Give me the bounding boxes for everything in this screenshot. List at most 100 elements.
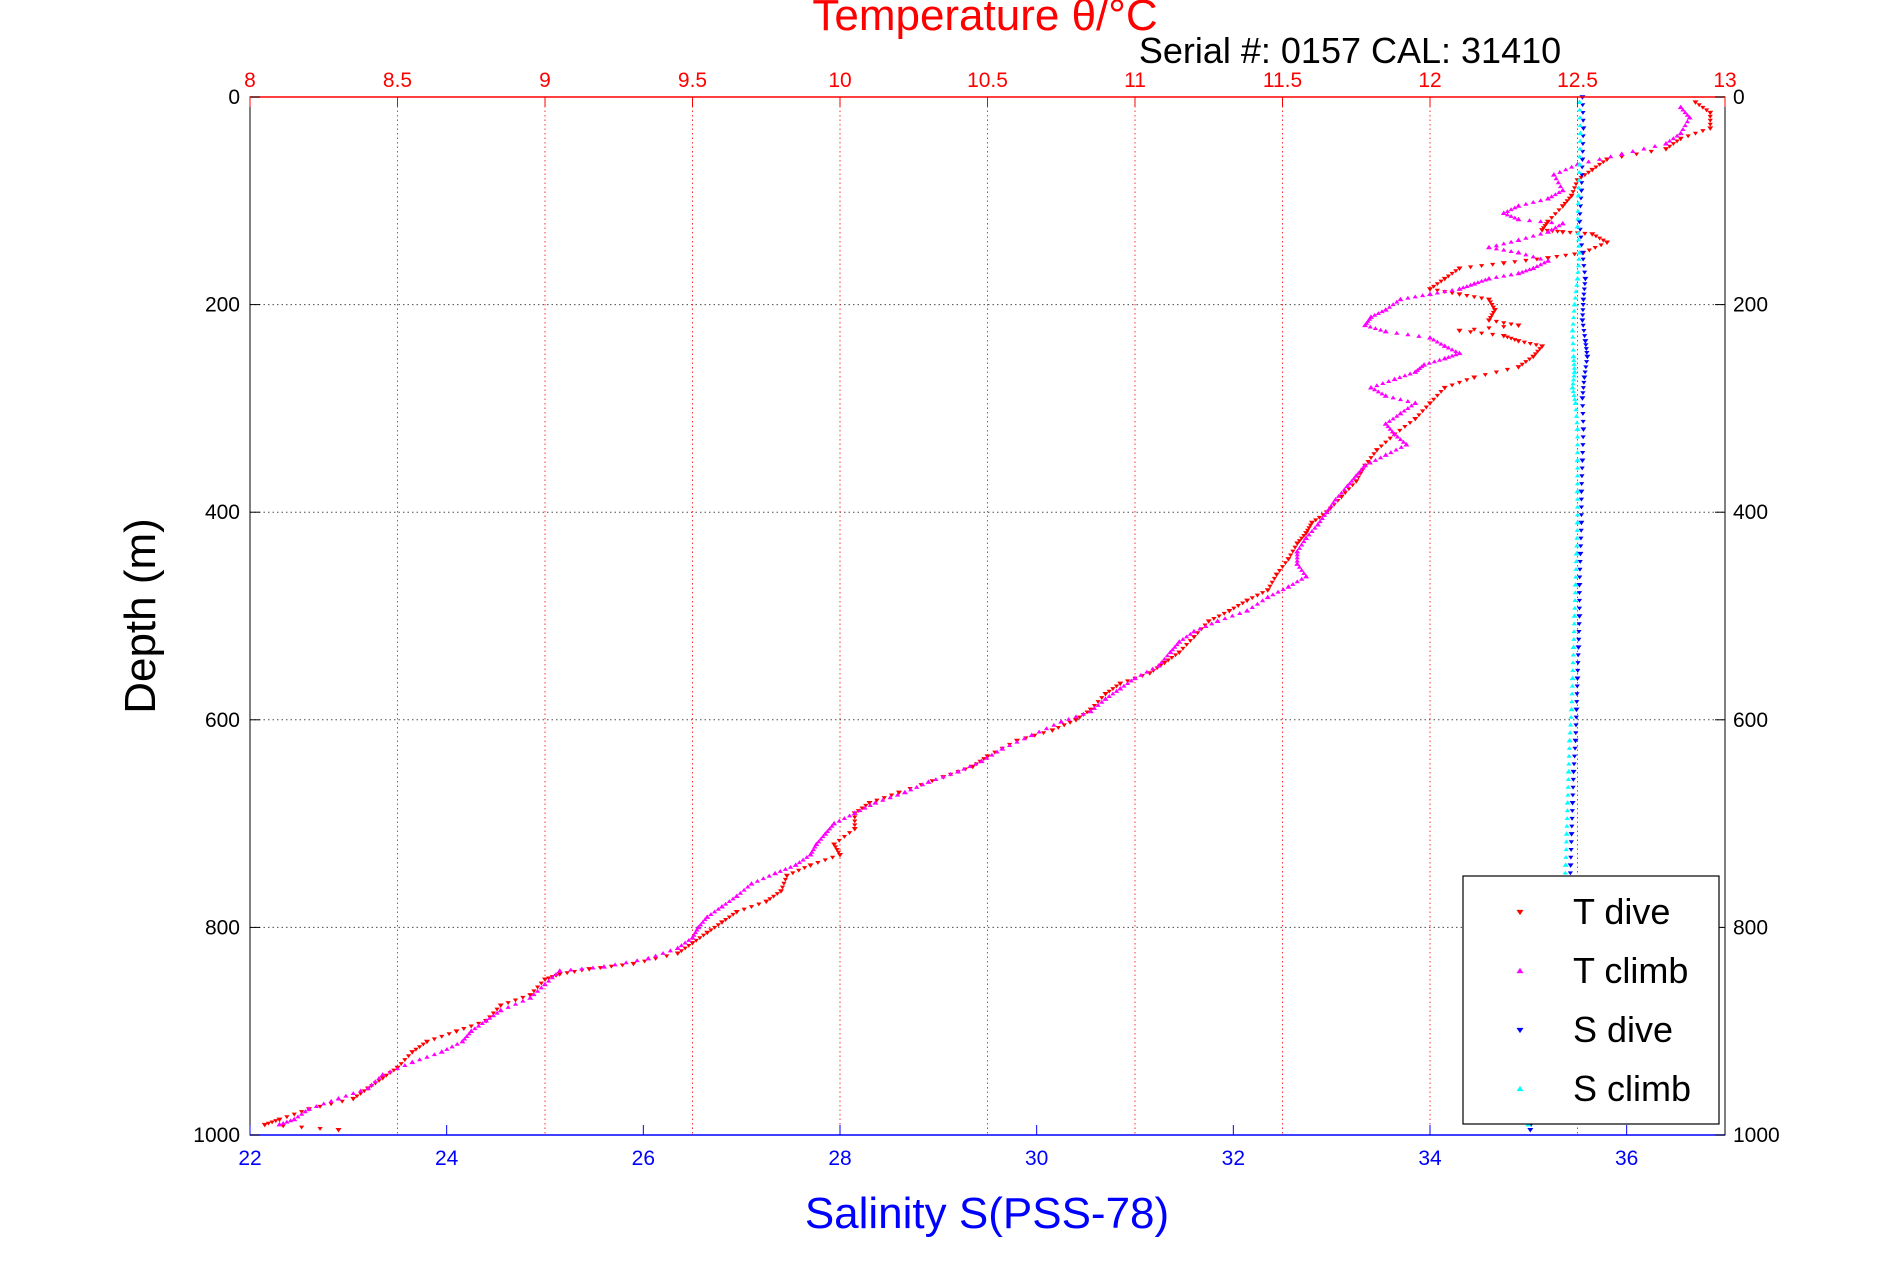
data-point xyxy=(1570,660,1576,665)
data-point xyxy=(1377,455,1384,460)
data-point xyxy=(1577,204,1584,209)
data-point xyxy=(358,1091,364,1096)
data-point xyxy=(682,940,688,945)
data-point xyxy=(409,1050,416,1055)
data-point xyxy=(1571,308,1577,313)
data-point xyxy=(1542,224,1548,229)
data-point xyxy=(1427,401,1433,406)
data-point xyxy=(1545,258,1551,263)
data-point xyxy=(343,1093,349,1098)
data-point xyxy=(468,1024,474,1029)
data-point xyxy=(417,1057,423,1062)
data-point xyxy=(1353,479,1360,484)
data-point xyxy=(1431,284,1437,289)
data-point xyxy=(328,1102,334,1107)
data-point xyxy=(1574,543,1580,548)
data-point xyxy=(438,1049,445,1054)
data-point xyxy=(1061,723,1067,728)
data-point xyxy=(1394,299,1400,304)
data-point xyxy=(1523,360,1529,365)
data-point xyxy=(1117,681,1124,687)
data-point xyxy=(1577,123,1583,128)
data-point xyxy=(1580,419,1586,424)
salinity-tick-label: 24 xyxy=(435,1147,459,1170)
data-point xyxy=(1441,276,1448,282)
data-point xyxy=(1663,147,1669,152)
data-point xyxy=(1680,107,1686,112)
data-point xyxy=(1567,871,1573,876)
data-point xyxy=(1471,295,1477,300)
data-point xyxy=(1416,333,1422,338)
data-point xyxy=(1371,452,1377,457)
data-point xyxy=(1500,333,1507,339)
data-point xyxy=(1095,702,1101,707)
data-point xyxy=(1575,269,1581,274)
data-point xyxy=(1576,606,1583,611)
data-point xyxy=(1515,270,1522,276)
data-point xyxy=(1569,691,1575,696)
data-point xyxy=(774,892,780,897)
data-point xyxy=(1584,351,1590,355)
data-point xyxy=(1569,699,1575,704)
data-point xyxy=(901,789,908,795)
data-point xyxy=(1582,270,1588,275)
depth-tick-label-right: 1000 xyxy=(1733,1124,1780,1147)
data-point xyxy=(1398,444,1404,449)
data-point xyxy=(787,864,794,869)
data-point xyxy=(1512,205,1518,210)
data-point xyxy=(1240,601,1246,606)
data-point xyxy=(1700,105,1706,110)
data-point xyxy=(1073,714,1079,719)
data-point xyxy=(1515,216,1522,222)
data-point xyxy=(1579,165,1585,170)
data-point xyxy=(1579,250,1586,256)
data-point xyxy=(1464,284,1470,288)
data-point xyxy=(402,1058,408,1063)
data-point xyxy=(1467,330,1474,335)
data-point xyxy=(1471,281,1478,286)
data-point xyxy=(1569,164,1575,169)
data-point xyxy=(634,958,640,963)
data-point xyxy=(1597,162,1603,167)
data-point xyxy=(1630,149,1636,154)
data-point xyxy=(678,943,685,948)
data-point xyxy=(1570,321,1576,326)
legend-marker xyxy=(1516,967,1524,974)
data-point xyxy=(1580,126,1587,131)
data-point xyxy=(1328,503,1334,508)
data-point xyxy=(1508,322,1514,327)
data-point xyxy=(1583,360,1590,365)
data-point xyxy=(590,965,596,970)
data-point xyxy=(1445,274,1452,279)
data-point xyxy=(1674,133,1680,138)
data-point xyxy=(933,777,939,782)
data-point xyxy=(1427,335,1433,340)
data-point xyxy=(940,774,946,779)
depth-tick-label-left: 600 xyxy=(205,709,240,732)
data-point xyxy=(1288,553,1294,558)
data-point xyxy=(619,963,626,968)
data-point xyxy=(1467,282,1474,287)
data-point xyxy=(1569,384,1576,390)
data-point xyxy=(1254,601,1261,606)
data-point xyxy=(1388,450,1394,455)
data-point xyxy=(1394,413,1400,418)
data-point xyxy=(1028,732,1035,738)
data-point xyxy=(261,1122,268,1128)
data-point xyxy=(782,866,789,871)
data-point xyxy=(1576,161,1583,167)
data-point xyxy=(1574,676,1581,681)
data-point xyxy=(1576,614,1583,619)
data-point xyxy=(1556,190,1562,195)
data-point xyxy=(1527,1128,1534,1133)
data-point xyxy=(697,936,703,941)
data-point xyxy=(1574,426,1581,431)
data-point xyxy=(1523,258,1529,263)
data-point xyxy=(1549,216,1555,221)
data-point xyxy=(398,1062,404,1066)
data-point xyxy=(1574,488,1581,494)
data-point xyxy=(1515,339,1522,344)
data-point xyxy=(354,1094,360,1099)
data-point xyxy=(1576,598,1583,603)
chart-subtitle: Serial #: 0157 CAL: 31410 xyxy=(1139,30,1561,71)
